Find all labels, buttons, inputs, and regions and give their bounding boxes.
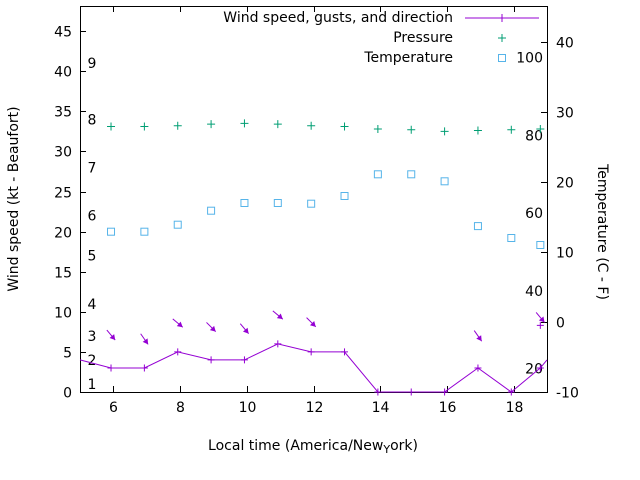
beaufort-scale-labels: 1 2 3 4 5 6 7 8 9 (88, 56, 97, 393)
series-pressure (107, 119, 545, 136)
svg-text:30: 30 (54, 145, 72, 161)
svg-text:20: 20 (556, 176, 574, 192)
x-axis-title-text-2: ork) (390, 438, 418, 454)
legend-item-pressure: Pressure (223, 28, 541, 48)
series-wind-direction (106, 310, 545, 345)
x-axis-title-subscript: Y (383, 443, 391, 456)
svg-text:4: 4 (88, 297, 97, 313)
svg-text:10: 10 (239, 400, 257, 416)
svg-text:40: 40 (525, 284, 543, 300)
svg-text:0: 0 (63, 386, 72, 402)
svg-text:15: 15 (54, 266, 72, 282)
series-wind-speed-markers (107, 340, 544, 396)
svg-text:20: 20 (54, 226, 72, 242)
svg-text:6: 6 (88, 209, 97, 225)
fahrenheit-scale-labels: 20 40 60 80 100 (516, 51, 543, 378)
svg-text:9: 9 (88, 56, 97, 72)
pressure-plus-sample-icon (498, 34, 506, 42)
legend-label-temperature: Temperature (364, 50, 453, 66)
svg-text:2: 2 (88, 353, 97, 369)
svg-text:5: 5 (63, 346, 72, 362)
svg-text:45: 45 (54, 25, 72, 41)
svg-text:35: 35 (54, 105, 72, 121)
svg-text:5: 5 (88, 249, 97, 265)
svg-text:30: 30 (556, 106, 574, 122)
svg-text:100: 100 (516, 51, 543, 67)
svg-text:10: 10 (556, 246, 574, 262)
svg-text:3: 3 (88, 329, 97, 345)
svg-text:8: 8 (88, 112, 97, 128)
legend-item-temperature: Temperature (223, 48, 541, 68)
y-axis-left-title: Wind speed (kt - Beaufort) (6, 106, 22, 292)
legend-label-pressure: Pressure (393, 30, 453, 46)
svg-text:80: 80 (525, 128, 543, 144)
svg-text:16: 16 (439, 400, 457, 416)
svg-text:-10: -10 (556, 386, 579, 402)
temperature-square-sample-icon (498, 54, 506, 62)
y-axis-right-title: Temperature (C - F) (594, 164, 610, 300)
svg-text:1: 1 (88, 377, 97, 393)
svg-text:8: 8 (176, 400, 185, 416)
svg-text:12: 12 (306, 400, 324, 416)
chart-legend: Wind speed, gusts, and direction Pressur… (223, 8, 541, 68)
tick-labels: 6 8 10 12 14 16 18051015202530354045-100102030… (54, 25, 579, 417)
svg-text:0: 0 (556, 316, 565, 332)
x-axis-title: Local time (America/NewYork) (208, 438, 418, 456)
svg-text:40: 40 (556, 36, 574, 52)
svg-text:60: 60 (525, 206, 543, 222)
series-wind-gusts (536, 321, 544, 329)
legend-label-wind: Wind speed, gusts, and direction (223, 10, 453, 26)
series-wind-speed-line (79, 343, 548, 393)
svg-text:10: 10 (54, 306, 72, 322)
svg-text:6: 6 (109, 400, 118, 416)
svg-text:7: 7 (88, 160, 97, 176)
series-temperature (107, 170, 545, 249)
svg-text:25: 25 (54, 186, 72, 202)
wind-line-sample-icon (465, 14, 539, 22)
legend-item-wind: Wind speed, gusts, and direction (223, 8, 541, 28)
svg-text:14: 14 (372, 400, 390, 416)
svg-text:18: 18 (506, 400, 524, 416)
svg-text:40: 40 (54, 65, 72, 81)
svg-text:20: 20 (525, 362, 543, 378)
x-axis-title-text: Local time (America/New (208, 438, 384, 454)
